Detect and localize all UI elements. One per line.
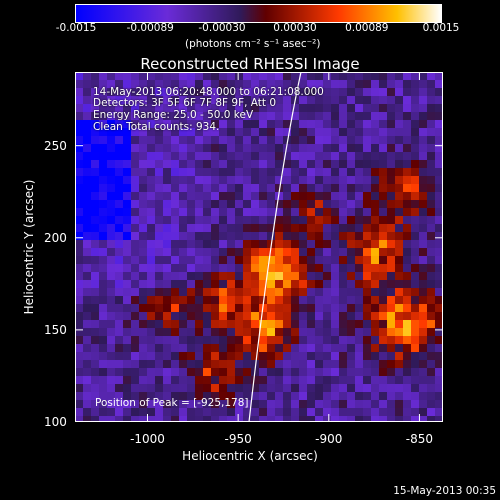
y-tick-label: 200 [44, 230, 67, 245]
y-tick-label: 150 [44, 322, 67, 337]
plot-title: Reconstructed RHESSI Image [140, 55, 360, 73]
x-axis-label: Heliocentric X (arcsec) [182, 449, 318, 463]
x-tick-label: -900 [315, 432, 343, 446]
colorbar-tick-label: 0.0015 [422, 22, 460, 34]
rhessi-image [75, 72, 443, 422]
y-axis-label: Heliocentric Y (arcsec) [22, 179, 36, 315]
peak-position-label: Position of Peak = [-925,178] [95, 397, 249, 409]
colorbar-tick-label: 0.00030 [273, 22, 317, 34]
clean-counts-label: Clean Total counts: 934. [93, 121, 220, 133]
timestamp: 15-May-2013 00:35 [393, 485, 496, 497]
colorbar-units: (photons cm⁻² s⁻¹ asec⁻²) [185, 38, 321, 50]
x-tick-label: -950 [224, 432, 252, 446]
colorbar-tick-label: -0.00089 [126, 22, 174, 34]
colorbar-tick-label: -0.00030 [198, 22, 246, 34]
image-canvas [75, 72, 443, 422]
y-tick-label: 100 [44, 415, 67, 429]
x-tick-label: -1000 [130, 432, 165, 446]
time-range-label: 14-May-2013 06:20:48.000 to 06:21:08.000 [93, 86, 324, 98]
colorbar-tick-label: -0.0015 [55, 22, 97, 34]
y-tick-label: 250 [44, 138, 67, 153]
colorbar-tick-label: 0.00089 [345, 22, 389, 34]
solar-limb-line [248, 72, 302, 422]
detectors-label: Detectors: 3F 5F 6F 7F 8F 9F, Att 0 [93, 97, 277, 109]
colorbar [75, 4, 442, 23]
x-tick-label: -850 [405, 432, 434, 446]
energy-range-label: Energy Range: 25.0 - 50.0 keV [93, 109, 254, 121]
